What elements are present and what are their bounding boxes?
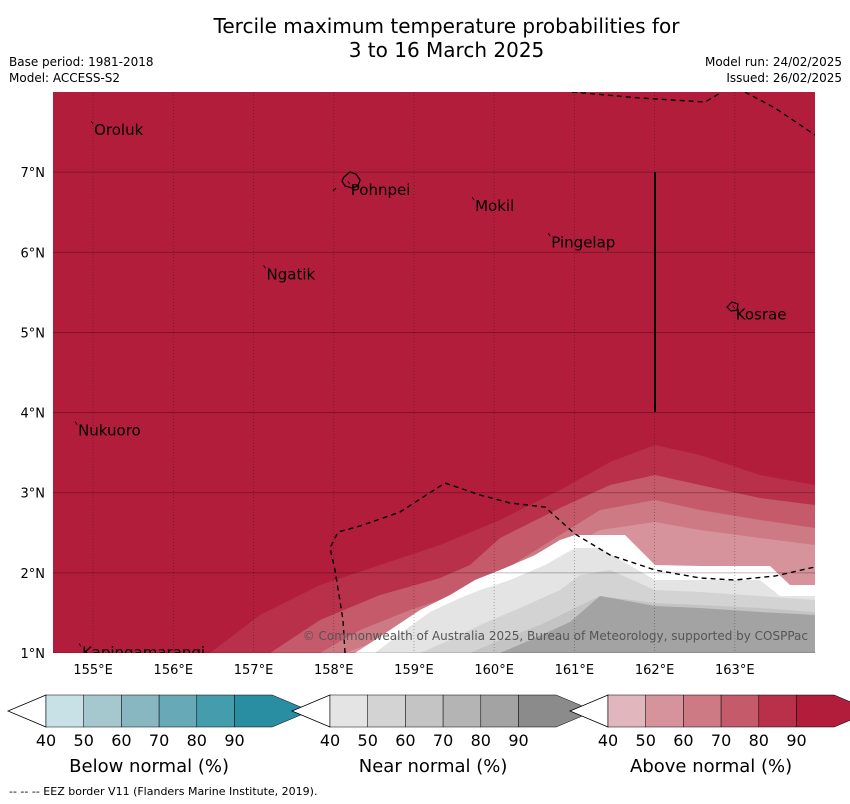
place-label: Ngatik — [267, 265, 316, 283]
longitude-ticks: 155°E 156°E 157°E 158°E 159°E 160°E 161°E 162°E… — [73, 663, 754, 678]
colorbar-tick: 40 — [36, 731, 56, 750]
colorbar-segment — [480, 694, 519, 728]
place-label: Mokil — [475, 197, 514, 215]
place-marker — [78, 643, 82, 647]
lon-tick-label: 161°E — [555, 663, 595, 678]
colorbar-tick: 90 — [224, 731, 244, 750]
lon-tick-label: 163°E — [715, 663, 755, 678]
colorbar-segment — [720, 694, 760, 728]
colorbar-segment — [442, 694, 482, 728]
meta-left: Base period: 1981-2018 Model: ACCESS-S2 — [9, 54, 154, 86]
colorbar-high-arrow — [518, 694, 595, 728]
lon-tick-label: 162°E — [635, 663, 675, 678]
colorbar-segment — [607, 694, 646, 728]
colorbar: 40 50 60 70 80 90 Above normal (%) — [568, 694, 850, 777]
colorbar-tick: 80 — [471, 731, 491, 750]
lon-tick-label: 157°E — [234, 663, 274, 678]
lat-tick-label: 6°N — [21, 246, 46, 261]
ant-atoll — [332, 187, 337, 192]
colorbar-segment — [45, 694, 84, 728]
place-marker — [263, 265, 266, 269]
kosrae-island — [726, 301, 739, 312]
colorbar-tick: 60 — [111, 731, 131, 750]
place-marker — [547, 233, 551, 237]
model-name: Model: ACCESS-S2 — [9, 71, 121, 85]
colorbar-tick: 50 — [358, 731, 378, 750]
colorbar-tick: 90 — [786, 731, 806, 750]
colorbar-segment — [367, 694, 406, 728]
colorbar-tick: 60 — [395, 731, 415, 750]
base-period: Base period: 1981-2018 — [9, 55, 154, 69]
colorbar-tick: 40 — [320, 731, 340, 750]
title-line-1: Tercile maximum temperature probabilitie… — [213, 14, 680, 38]
colorbar-low-arrow — [6, 694, 47, 728]
colorbar: 40 50 60 70 80 90 Below normal (%) — [6, 694, 311, 777]
colorbar-tick: 50 — [636, 731, 656, 750]
lat-tick-label: 1°N — [21, 647, 46, 662]
lat-tick-label: 7°N — [21, 166, 46, 181]
colorbar-tick: 70 — [149, 731, 169, 750]
colorbar-tick: 70 — [711, 731, 731, 750]
colorbar-tick: 90 — [508, 731, 528, 750]
lon-tick-label: 158°E — [314, 663, 354, 678]
colorbar-label: Below normal (%) — [69, 756, 229, 777]
colorbar-segment — [645, 694, 684, 728]
colorbar-tick: 60 — [673, 731, 693, 750]
lon-tick-label: 160°E — [474, 663, 514, 678]
colorbars: 40 50 60 70 80 90 Below normal (%) 40 50 60 70 80 90… — [6, 694, 850, 777]
colorbar-tick: 80 — [187, 731, 207, 750]
colorbar-tick: 50 — [74, 731, 94, 750]
place-label: Pingelap — [551, 233, 615, 251]
colorbar-tick: 80 — [749, 731, 769, 750]
place-marker — [74, 421, 78, 425]
colorbar-label: Near normal (%) — [359, 756, 508, 777]
place-label: Nukuoro — [78, 422, 141, 440]
colorbar-segment — [121, 694, 160, 728]
colorbar-segment — [758, 694, 797, 728]
place-marker — [471, 196, 475, 201]
map-area: Oroluk Pohnpei Mokil Pingelap Ngatik Kosrae Nu… — [53, 92, 815, 662]
eez-border — [329, 92, 815, 653]
lat-tick-label: 2°N — [21, 567, 46, 582]
eez-footnote: -- -- -- EEZ border V11 (Flanders Marine… — [9, 785, 318, 798]
place-marker — [90, 120, 94, 125]
issued-date: Issued: 26/02/2025 — [726, 71, 842, 85]
colorbar-tick: 70 — [433, 731, 453, 750]
title-line-2: 3 to 16 March 2025 — [348, 38, 545, 62]
lon-tick-label: 159°E — [394, 663, 434, 678]
latitude-ticks: 1°N 2°N 3°N 4°N 5°N 6°N 7°N — [21, 166, 46, 662]
place-labels: Oroluk Pohnpei Mokil Pingelap Ngatik Kosrae Nu… — [74, 120, 787, 662]
colorbar-segment — [683, 694, 722, 728]
place-label: Kosrae — [736, 305, 787, 323]
colorbar-segment — [83, 694, 122, 728]
lon-tick-label: 155°E — [73, 663, 113, 678]
place-marker — [347, 180, 351, 185]
colorbar-high-arrow — [796, 694, 850, 728]
lat-tick-label: 3°N — [21, 487, 46, 502]
map-title: Tercile maximum temperature probabilitie… — [0, 14, 850, 62]
meta-right: Model run: 24/02/2025 Issued: 26/02/2025 — [705, 54, 842, 86]
colorbar-segment — [405, 694, 444, 728]
pohnpei-island — [341, 171, 361, 189]
place-label: Kapingamarangi — [82, 644, 205, 662]
colorbar-segment — [329, 694, 368, 728]
lat-tick-label: 4°N — [21, 407, 46, 422]
place-label: Oroluk — [94, 121, 143, 139]
colorbar-segment — [196, 694, 235, 728]
colorbar-low-arrow — [568, 694, 609, 728]
place-label: Pohnpei — [351, 181, 411, 199]
copyright-text: © Commonwealth of Australia 2025, Bureau… — [303, 629, 808, 643]
colorbar-tick: 40 — [598, 731, 618, 750]
model-run: Model run: 24/02/2025 — [704, 55, 842, 69]
place-marker — [732, 305, 736, 309]
near-normal-70-band — [500, 596, 815, 653]
colorbar-low-arrow — [290, 694, 331, 728]
colorbar-high-arrow — [234, 694, 311, 728]
colorbar-segment — [158, 694, 198, 728]
colorbar-label: Above normal (%) — [630, 756, 792, 777]
lat-tick-label: 5°N — [21, 326, 46, 341]
lon-tick-label: 156°E — [154, 663, 194, 678]
